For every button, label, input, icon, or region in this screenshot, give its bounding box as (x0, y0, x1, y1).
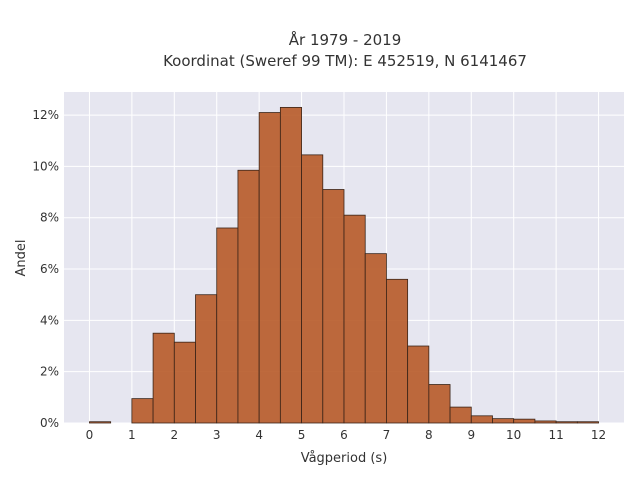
x-tick-label: 2 (170, 428, 178, 442)
bars-group (89, 106, 599, 424)
histogram-bar (470, 415, 493, 424)
x-tick-label: 7 (383, 428, 391, 442)
histogram-bar (449, 406, 472, 424)
x-tick-label: 4 (255, 428, 263, 442)
x-tick-label: 8 (425, 428, 433, 442)
histogram-bar (492, 418, 515, 424)
histogram-bar (195, 294, 218, 424)
y-tick-label: 4% (40, 313, 59, 327)
histogram-bar (279, 106, 302, 424)
x-tick-label: 6 (340, 428, 348, 442)
y-axis-label: Andel (14, 240, 29, 277)
histogram-bar (322, 189, 345, 424)
y-tick-label: 6% (40, 262, 59, 276)
x-ticks: 0 1 2 3 4 5 6 7 8 9 10 11 12 (86, 428, 607, 442)
histogram-bar (301, 154, 324, 424)
x-tick-label: 9 (467, 428, 475, 442)
x-tick-label: 12 (591, 428, 606, 442)
y-tick-label: 0% (40, 416, 59, 430)
y-tick-label: 10% (32, 159, 59, 173)
histogram-bar (428, 384, 451, 424)
histogram-bar (576, 421, 599, 424)
histogram-bar (131, 398, 154, 424)
histogram-bar (89, 421, 112, 424)
histogram-bar (237, 169, 260, 424)
chart-subtitle: Koordinat (Sweref 99 TM): E 452519, N 61… (163, 52, 527, 70)
x-tick-label: 10 (506, 428, 521, 442)
histogram-bar (152, 332, 175, 424)
histogram-bar (364, 253, 387, 424)
histogram-bar (258, 112, 281, 424)
histogram-bar (534, 420, 557, 424)
x-tick-label: 3 (213, 428, 221, 442)
x-axis-label: Vågperiod (s) (301, 451, 388, 466)
histogram-bar (173, 341, 196, 424)
x-tick-label: 5 (298, 428, 306, 442)
histogram-bar (343, 214, 366, 424)
histogram-bar (407, 345, 430, 424)
histogram-bar (216, 227, 239, 424)
x-tick-label: 1 (128, 428, 136, 442)
histogram-bar (386, 278, 409, 424)
x-tick-label: 0 (86, 428, 94, 442)
y-tick-label: 2% (40, 365, 59, 379)
x-tick-label: 11 (548, 428, 563, 442)
histogram-bar (555, 421, 578, 424)
chart-title: År 1979 - 2019 (289, 30, 402, 49)
y-ticks: 0% 2% 4% 6% 8% 10% 12% (32, 108, 59, 430)
y-tick-label: 8% (40, 211, 59, 225)
histogram-bar (513, 418, 536, 424)
y-tick-label: 12% (32, 108, 59, 122)
